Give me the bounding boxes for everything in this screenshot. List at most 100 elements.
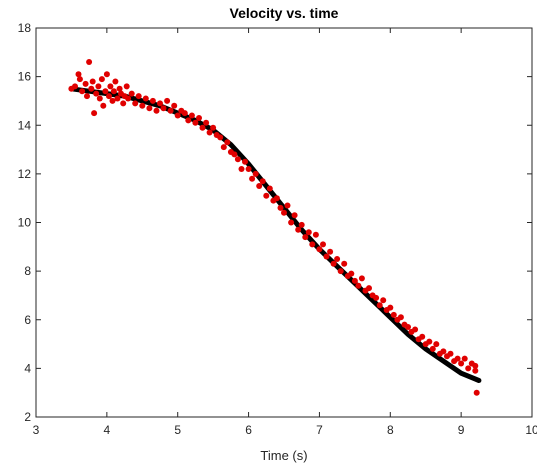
measured-point — [106, 93, 112, 100]
measured-point — [309, 241, 316, 248]
measured-point — [465, 365, 472, 372]
measured-point — [98, 76, 105, 83]
y-tick-label: 8 — [24, 264, 31, 278]
measured-point — [89, 78, 96, 85]
measured-point — [373, 294, 380, 301]
measured-point — [238, 166, 245, 172]
chart-title: Velocity vs. time — [230, 5, 339, 21]
measured-point — [447, 350, 454, 357]
measured-point — [231, 151, 238, 158]
measured-point — [114, 95, 121, 102]
measured-point — [116, 85, 123, 92]
measured-point — [149, 97, 156, 104]
measured-point — [284, 202, 291, 209]
y-tick-label: 10 — [18, 216, 32, 230]
measured-point — [79, 88, 86, 95]
measured-point — [103, 71, 110, 78]
measured-point — [234, 156, 241, 163]
measured-point — [206, 129, 213, 136]
measured-point — [298, 221, 305, 228]
measured-point — [252, 170, 259, 177]
measured-point — [426, 338, 433, 345]
measured-point — [95, 83, 102, 90]
measured-point — [135, 93, 142, 100]
measured-point — [153, 107, 160, 114]
x-axis-label: Time (s) — [260, 448, 307, 463]
measured-point — [107, 83, 114, 90]
measured-point — [473, 389, 480, 396]
measured-point — [181, 110, 188, 117]
measured-point — [245, 166, 252, 172]
measured-point — [454, 355, 461, 362]
measured-point — [387, 304, 394, 311]
measured-point — [242, 158, 248, 165]
measured-point — [88, 85, 95, 92]
measured-point — [132, 100, 139, 107]
measured-point — [188, 112, 195, 119]
measured-point — [334, 256, 341, 262]
measured-point — [167, 107, 174, 114]
y-tick-label: 18 — [18, 21, 32, 35]
measured-point — [355, 282, 362, 289]
measured-point — [390, 311, 397, 318]
measured-point — [75, 71, 82, 78]
measured-point — [157, 100, 163, 107]
x-tick-label: 8 — [387, 423, 394, 437]
measured-point — [366, 285, 372, 292]
measured-point — [380, 297, 387, 304]
measured-point — [376, 302, 383, 309]
measured-point — [72, 83, 78, 90]
measured-point — [419, 333, 426, 340]
measured-point — [160, 105, 167, 112]
measured-point — [109, 97, 116, 104]
measured-point — [110, 88, 117, 95]
y-tick-label: 12 — [18, 167, 32, 181]
measured-point — [86, 59, 93, 65]
measured-point — [100, 102, 107, 109]
x-tick-label: 4 — [104, 423, 111, 437]
y-tick-label: 6 — [24, 313, 31, 327]
measured-point — [316, 246, 323, 253]
measured-point — [256, 183, 263, 189]
measured-point — [93, 90, 100, 97]
measured-point — [320, 241, 326, 248]
y-axis: 2 4 6 8 10 12 14 16 18 — [18, 21, 532, 424]
measured-point — [76, 76, 83, 83]
x-tick-label: 5 — [174, 423, 181, 437]
measured-point — [277, 204, 284, 211]
measured-point — [440, 348, 447, 355]
measured-point — [433, 341, 440, 348]
measured-point — [295, 226, 302, 233]
measured-point — [125, 95, 132, 102]
measured-point — [302, 234, 309, 241]
x-tick-label: 10 — [525, 423, 537, 437]
measured-point — [458, 360, 465, 367]
measured-point — [472, 367, 479, 374]
measured-point — [266, 185, 273, 192]
measured-point — [405, 324, 411, 330]
y-tick-label: 14 — [18, 118, 32, 132]
measured-point — [249, 175, 256, 182]
measured-point — [220, 144, 227, 151]
measured-point — [348, 270, 355, 277]
measured-point — [305, 229, 312, 236]
measured-point — [96, 95, 103, 102]
measured-point — [224, 139, 231, 146]
measured-point — [196, 115, 202, 121]
measured-point — [123, 83, 130, 90]
measured-point — [281, 209, 287, 216]
measured-point — [128, 90, 135, 97]
measured-point — [397, 314, 404, 321]
measured-point — [217, 134, 224, 141]
measured-point — [259, 178, 266, 185]
measured-series — [68, 59, 480, 396]
measured-point — [263, 192, 270, 199]
measured-point — [358, 275, 365, 282]
y-tick-label: 16 — [18, 70, 32, 84]
measured-point — [273, 195, 280, 202]
measured-point — [203, 119, 210, 126]
measured-point — [185, 117, 192, 124]
measured-point — [91, 110, 98, 117]
measured-point — [164, 97, 171, 104]
